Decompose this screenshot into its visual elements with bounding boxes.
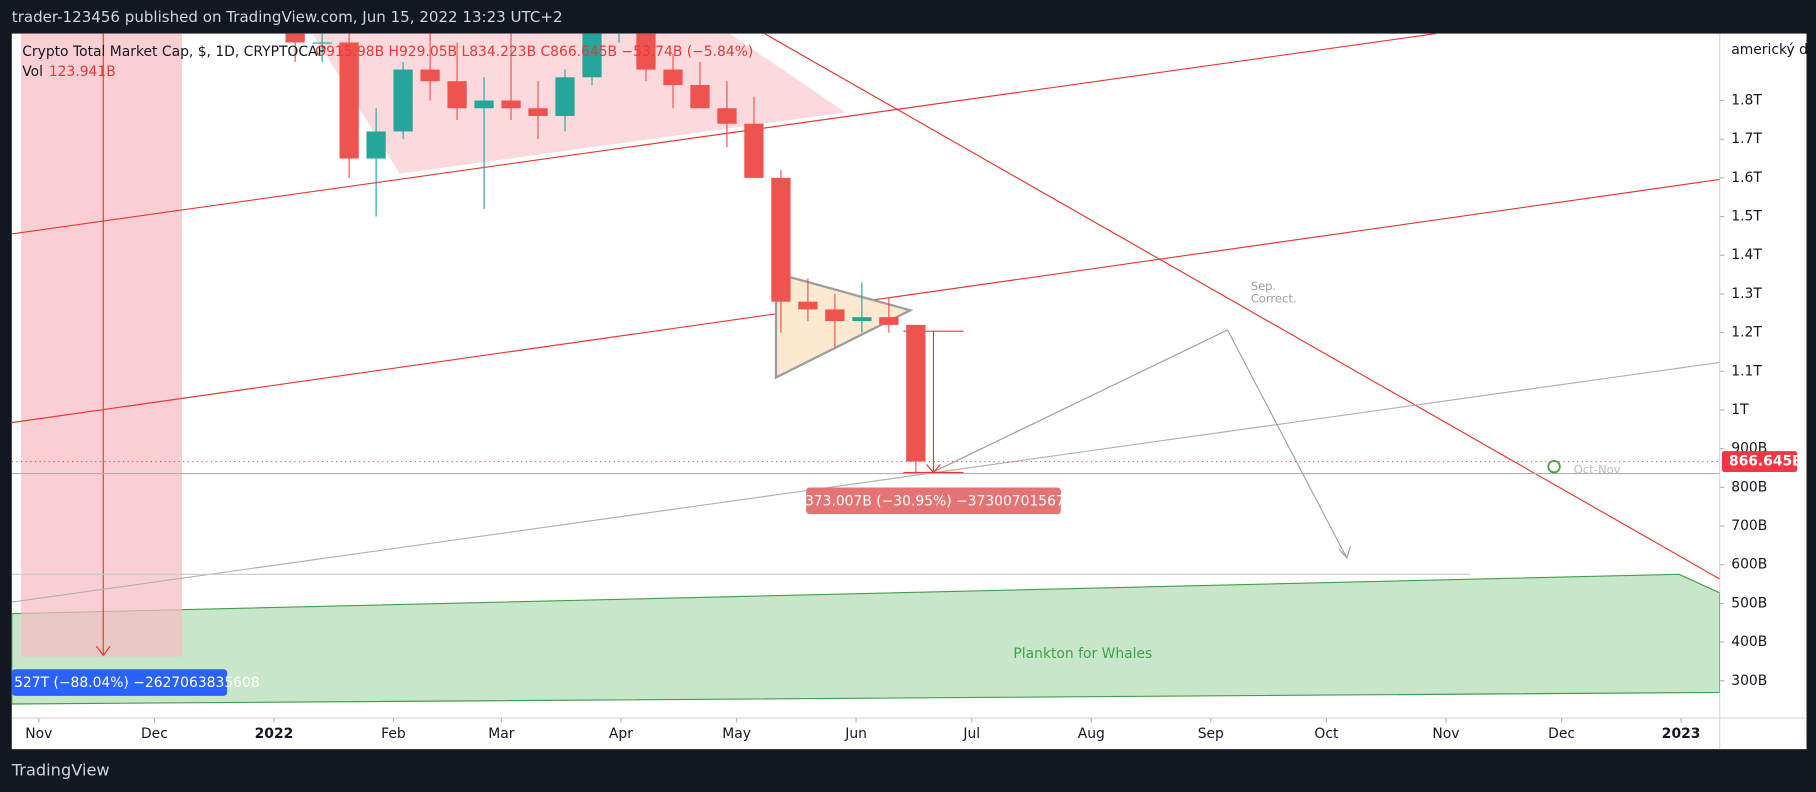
candle-body <box>393 69 413 132</box>
measure-label-box <box>11 669 228 696</box>
ohlc-legend: O915.98B H929.05B L834.223B C866.645B −5… <box>315 44 753 60</box>
candle-body <box>285 33 305 43</box>
price-axis <box>1719 33 1807 750</box>
candle-body <box>366 131 386 159</box>
x-tick-label: Oct <box>1314 726 1339 742</box>
candle-body <box>825 309 845 321</box>
y-tick-label: 300B <box>1731 673 1767 689</box>
measure-label: 527T (−88.04%) −2627063835608 <box>14 675 260 691</box>
y-tick-label: 1.6T <box>1731 170 1762 186</box>
x-tick-label: Dec <box>1548 726 1575 742</box>
projection-path <box>932 329 1348 559</box>
y-tick-label: 1T <box>1731 402 1749 418</box>
triangle-pattern <box>774 271 914 380</box>
y-tick-label: 1.2T <box>1731 325 1762 341</box>
y-tick-label: 700B <box>1731 518 1767 534</box>
drawings <box>11 33 1720 705</box>
x-tick-label: Nov <box>25 726 52 742</box>
annotation: Oct-Nov <box>1574 463 1621 477</box>
trend-line <box>11 361 1720 603</box>
candle-body <box>339 42 359 159</box>
candle-body <box>528 108 548 116</box>
y-tick-label: 400B <box>1731 634 1767 650</box>
x-tick-label: Mar <box>488 726 514 742</box>
x-tick-label: Jul <box>962 726 980 742</box>
arrow-head <box>1338 546 1351 560</box>
candle-body <box>636 33 656 70</box>
volume-value: 123.941B <box>49 64 116 80</box>
candles <box>285 33 926 475</box>
y-tick-label: 1.7T <box>1731 131 1762 147</box>
measure-label: −373.007B (−30.95%) −373007015671 <box>793 493 1073 509</box>
y-tick-label: 1.1T <box>1731 363 1762 379</box>
arrow-head <box>95 645 111 657</box>
icon <box>1547 459 1561 474</box>
candle-body <box>798 301 818 310</box>
candle-body <box>474 100 494 109</box>
pink-wedge <box>312 33 846 174</box>
y-tick-label: 1.3T <box>1731 286 1762 302</box>
candle-body <box>771 177 791 302</box>
candle-body <box>420 69 440 82</box>
currency: americký d <box>1731 42 1808 58</box>
publisher: trader-123456 published on TradingView.c… <box>12 8 563 26</box>
candle-body <box>582 33 602 78</box>
brand: TradingView <box>11 761 110 780</box>
trend-line <box>764 33 1720 580</box>
annotation: Plankton for Whales <box>1013 646 1152 662</box>
volume-label: Vol <box>22 64 43 80</box>
candle-body <box>555 77 575 116</box>
y-tick-label: 800B <box>1731 479 1767 495</box>
time-axis <box>11 717 1720 750</box>
chart-title: Crypto Total Market Cap, $, 1D, CRYPTOCA… <box>22 44 326 60</box>
x-tick-label: 2022 <box>255 726 294 742</box>
x-tick-label: 2023 <box>1662 726 1701 742</box>
candle-body <box>501 100 521 109</box>
candle-body <box>690 85 710 109</box>
candle-body <box>852 317 872 321</box>
candle-body <box>312 42 332 44</box>
candle-body <box>447 81 467 109</box>
trend-line <box>11 33 1437 235</box>
x-tick-label: Dec <box>141 726 168 742</box>
x-tick-label: Jun <box>844 726 867 742</box>
y-tick-label: 600B <box>1731 557 1767 573</box>
y-tick-label: 500B <box>1731 595 1767 611</box>
candle-body <box>906 324 926 462</box>
red-zone <box>21 33 183 657</box>
y-tick-label: 1.4T <box>1731 247 1762 263</box>
x-tick-label: May <box>722 726 751 742</box>
candle-body <box>663 69 683 86</box>
x-tick-label: Nov <box>1432 726 1459 742</box>
candle-body <box>879 317 899 325</box>
candle-body <box>717 108 737 124</box>
x-tick-label: Aug <box>1078 726 1105 742</box>
x-tick-label: Feb <box>381 726 406 742</box>
annotation: Sep. Correct. <box>1251 279 1297 306</box>
x-tick-label: Apr <box>609 726 633 742</box>
x-tick-label: Sep <box>1198 726 1224 742</box>
y-tick-label: 1.5T <box>1731 209 1762 225</box>
green-zone <box>11 573 1720 705</box>
last-price-label: 866.645B <box>1729 454 1803 470</box>
last-price-box <box>1722 451 1798 472</box>
y-tick-label: 1.8T <box>1731 93 1762 109</box>
candle-body <box>744 123 764 178</box>
measure-label-box <box>806 487 1061 515</box>
